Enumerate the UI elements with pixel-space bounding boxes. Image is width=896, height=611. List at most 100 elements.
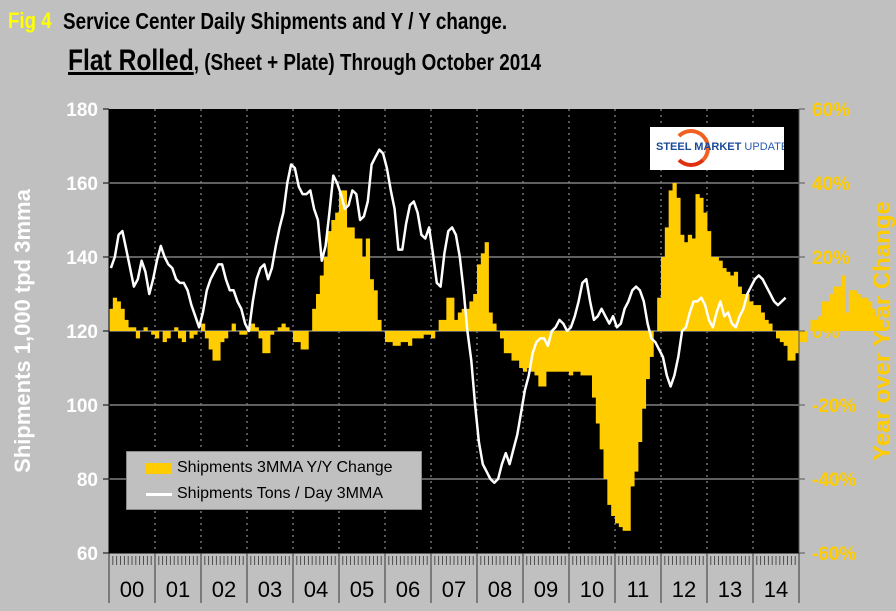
- yoy-bar: [281, 323, 286, 331]
- yoy-bar: [534, 331, 539, 376]
- yoy-bar: [741, 294, 746, 331]
- yoy-bar: [392, 331, 397, 346]
- yoy-bar: [848, 290, 854, 331]
- yoy-bar: [538, 331, 543, 387]
- yoy-bar: [756, 305, 762, 331]
- yoy-bar: [703, 212, 708, 331]
- yoy-bar: [657, 297, 662, 331]
- yoy-bar: [193, 331, 198, 335]
- yoy-bar: [507, 331, 512, 354]
- yoy-bar: [668, 190, 673, 331]
- yoy-bar: [611, 331, 616, 516]
- yoy-bar: [829, 294, 834, 331]
- yoy-bar: [753, 305, 758, 331]
- yoy-bar: [155, 331, 160, 339]
- x-tick-label: 01: [166, 577, 190, 602]
- x-tick-label: 02: [212, 577, 236, 602]
- subtitle-emphasis: Flat Rolled: [68, 44, 194, 77]
- tons-per-day-line: [109, 148, 787, 484]
- yoy-bar: [584, 331, 589, 376]
- yoy-bar: [607, 331, 612, 505]
- yoy-bar: [350, 227, 355, 331]
- yoy-bar: [684, 242, 689, 331]
- yoy-bar: [358, 238, 363, 331]
- yoy-bar: [270, 331, 275, 335]
- yoy-bar: [128, 327, 133, 331]
- yoy-bar: [615, 331, 620, 524]
- yoy-bar: [388, 331, 394, 343]
- x-tick-label: 07: [442, 577, 466, 602]
- yoy-bar: [672, 183, 677, 331]
- yoy-bar: [446, 297, 451, 331]
- yoy-bar: [649, 331, 654, 357]
- yoy-bar: [419, 331, 424, 339]
- figure-label: Fig 4: [8, 8, 52, 33]
- yoy-bar: [730, 275, 735, 331]
- y2-tick-label: -20%: [812, 396, 856, 417]
- yoy-bar: [201, 323, 206, 331]
- yoy-bar: [316, 294, 321, 331]
- yoy-bar: [404, 331, 409, 343]
- yoy-bar: [342, 190, 348, 331]
- yoy-bar: [523, 331, 528, 372]
- y-tick-label: 100: [66, 396, 98, 417]
- yoy-bar: [561, 331, 566, 372]
- yoy-bar: [745, 294, 750, 331]
- y-tick-label: 120: [66, 322, 98, 343]
- yoy-bar: [580, 331, 585, 376]
- yoy-bar: [477, 264, 482, 331]
- yoy-bar: [841, 275, 846, 331]
- yoy-bar: [400, 331, 405, 343]
- left-axis-ticks: 180 160 140 120 100 80 60: [66, 100, 109, 565]
- yoy-bar: [875, 316, 880, 331]
- yoy-bar: [749, 301, 754, 331]
- x-axis-ticks: 00 01 02 03 04 05 06 07 08 09 10 11 12 13 14: [108, 553, 800, 603]
- yoy-bar: [250, 323, 256, 331]
- yoy-bar: [572, 331, 578, 372]
- yoy-bar: [166, 331, 171, 339]
- subtitle-rest: , (Sheet + Plate) Through October 2014: [193, 49, 542, 75]
- x-tick-label: 04: [304, 577, 328, 602]
- yoy-bar: [687, 234, 693, 331]
- yoy-bar: [733, 271, 739, 331]
- yoy-bar: [204, 331, 210, 339]
- yoy-bar: [116, 301, 121, 331]
- yoy-bar: [331, 220, 336, 331]
- yoy-bar: [699, 197, 704, 331]
- legend-label: Shipments 3MMA Y/Y Change: [177, 459, 393, 476]
- yoy-bar: [109, 308, 114, 331]
- yoy-bar: [285, 327, 290, 331]
- yoy-bar: [431, 331, 436, 339]
- y2-tick-label: 0%: [812, 322, 840, 343]
- yoy-bar: [461, 308, 466, 331]
- yoy-bar: [480, 253, 486, 331]
- yoy-bar: [710, 257, 716, 331]
- x-tick-label: 10: [580, 577, 604, 602]
- yoy-bar: [319, 275, 325, 331]
- yoy-bar: [335, 212, 340, 331]
- yoy-bar: [262, 331, 267, 354]
- yoy-bar: [695, 194, 700, 331]
- yoy-bar: [511, 331, 516, 361]
- yoy-bar: [833, 286, 838, 331]
- yoy-bar: [641, 331, 647, 409]
- yoy-bar: [557, 331, 562, 372]
- yoy-bar: [542, 331, 547, 387]
- yoy-bar: [707, 231, 712, 331]
- x-tick-label: 00: [120, 577, 144, 602]
- yoy-bar: [691, 238, 696, 331]
- yoy-bar: [304, 331, 309, 350]
- yoy-bar: [450, 297, 455, 331]
- yoy-bar: [492, 323, 497, 331]
- yoy-bar: [549, 331, 555, 372]
- yoy-bar: [645, 331, 650, 380]
- yoy-bar: [595, 331, 601, 424]
- yoy-bar: [473, 294, 478, 331]
- y2-tick-label: 40%: [812, 174, 850, 195]
- yoy-bar: [339, 190, 344, 331]
- yoy-bar: [603, 331, 608, 479]
- yoy-bar: [231, 323, 236, 331]
- y-tick-label: 60: [77, 544, 98, 565]
- legend-item-line: Shipments Tons / Day 3MMA: [127, 482, 383, 506]
- x-tick-label: 14: [764, 577, 788, 602]
